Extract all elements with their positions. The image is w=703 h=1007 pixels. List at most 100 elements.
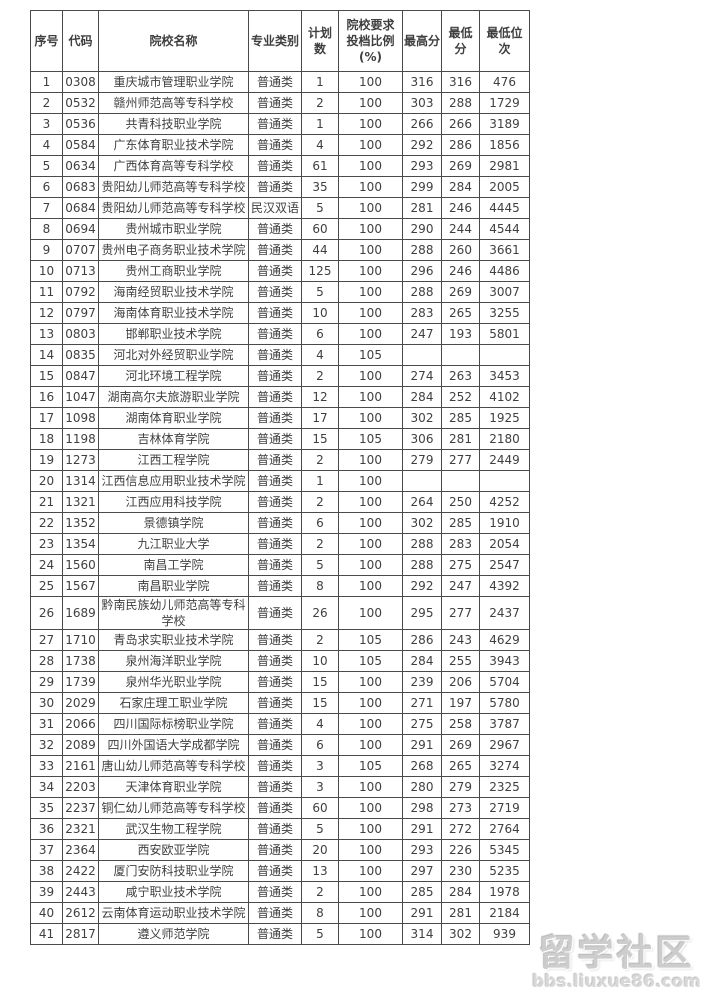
- table-cell: 26: [301, 595, 339, 631]
- table-cell: 1354: [62, 533, 99, 555]
- table-cell: 1910: [479, 512, 530, 534]
- table-cell: 2180: [479, 428, 530, 450]
- table-cell: 0634: [62, 155, 99, 177]
- table-cell: 281: [402, 197, 442, 219]
- table-cell: 2719: [479, 797, 530, 820]
- table-cell: 南昌工学院: [98, 554, 249, 576]
- table-cell: 普通类: [248, 595, 302, 631]
- table-cell: 普通类: [248, 92, 302, 114]
- table-cell: 遵义师范学院: [98, 923, 249, 946]
- table-row: 17 1098 湖南体育职业学院 普通类 17 100 302 285 1925: [30, 407, 530, 429]
- table-cell: 100: [338, 302, 403, 324]
- table-cell: 2764: [479, 818, 530, 841]
- table-cell: 243: [441, 629, 480, 652]
- table-cell: 16: [30, 386, 63, 408]
- table-cell: 24: [30, 554, 63, 576]
- table-row: 37 2364 西安欧亚学院 普通类 20 100 293 226 5345: [30, 839, 530, 862]
- table-cell: 277: [441, 595, 480, 631]
- table-cell: 100: [338, 155, 403, 177]
- table-cell: 1856: [479, 134, 530, 156]
- table-cell: 3: [301, 776, 339, 799]
- table-cell: 293: [402, 155, 442, 177]
- table-cell: 279: [441, 776, 480, 799]
- table-cell: 105: [338, 344, 403, 366]
- table-cell: 5: [301, 923, 339, 946]
- table-cell: 292: [402, 575, 442, 597]
- table-cell: 284: [402, 386, 442, 408]
- table-cell: 4629: [479, 629, 530, 652]
- table-cell: 100: [338, 818, 403, 841]
- table-cell: 武汉生物工程学院: [98, 818, 249, 841]
- table-cell: 291: [402, 902, 442, 925]
- table-cell: 284: [441, 881, 480, 904]
- table-cell: 邯郸职业技术学院: [98, 323, 249, 345]
- table-cell: 314: [402, 923, 442, 946]
- table-cell: 288: [402, 533, 442, 555]
- table-cell: 4392: [479, 575, 530, 597]
- table-cell: 280: [402, 776, 442, 799]
- table-cell: 1567: [62, 575, 99, 597]
- table-cell: 河北对外经贸职业学院: [98, 344, 249, 366]
- table-cell: 4: [301, 134, 339, 156]
- table-row: 38 2422 厦门安防科技职业学院 普通类 13 100 297 230 5235: [30, 860, 530, 883]
- table-cell: 100: [338, 134, 403, 156]
- table-cell: 2237: [62, 797, 99, 820]
- table-cell: 20: [301, 839, 339, 862]
- table-cell: 476: [479, 71, 530, 93]
- table-cell: 100: [338, 449, 403, 471]
- table-cell: 296: [402, 260, 442, 282]
- table-cell: 普通类: [248, 134, 302, 156]
- table-cell: 100: [338, 575, 403, 597]
- table-row: 7 0684 贵阳幼儿师范高等专科学校 民汉双语 5 100 281 246 4445: [30, 197, 530, 219]
- table-cell: 193: [441, 323, 480, 345]
- table-cell: 15: [301, 692, 339, 715]
- table-cell: 1739: [62, 671, 99, 694]
- table-cell: 100: [338, 692, 403, 715]
- table-cell: 江西工程学院: [98, 449, 249, 471]
- table-cell: 普通类: [248, 755, 302, 778]
- table-cell: 0797: [62, 302, 99, 324]
- table-cell: 125: [301, 260, 339, 282]
- table-cell: 3661: [479, 239, 530, 261]
- table-cell: 273: [441, 797, 480, 820]
- table-row: 35 2237 铜仁幼儿师范高等专科学校 普通类 60 100 298 273 2719: [30, 797, 530, 820]
- table-cell: 普通类: [248, 71, 302, 93]
- table-cell: 2449: [479, 449, 530, 471]
- table-cell: 4252: [479, 491, 530, 513]
- table-cell: 285: [402, 881, 442, 904]
- table-row: 31 2066 四川国际标榜职业学院 普通类 4 100 275 258 3787: [30, 713, 530, 736]
- table-cell: 1314: [62, 470, 99, 492]
- table-cell: 2547: [479, 554, 530, 576]
- table-cell: 100: [338, 491, 403, 513]
- header-ratio: 院校要求 投档比例 (%): [338, 10, 403, 72]
- table-cell: 0308: [62, 71, 99, 93]
- table-row: 3 0536 共青科技职业学院 普通类 1 100 266 266 3189: [30, 113, 530, 135]
- table-cell: 17: [301, 407, 339, 429]
- table-cell: 100: [338, 92, 403, 114]
- table-cell: 3007: [479, 281, 530, 303]
- table-cell: 32: [30, 734, 63, 757]
- table-cell: 37: [30, 839, 63, 862]
- table-cell: 297: [402, 860, 442, 883]
- table-cell: 22: [30, 512, 63, 534]
- table-row: 2 0532 赣州师范高等专科学校 普通类 2 100 303 288 1729: [30, 92, 530, 114]
- table-cell: 4: [30, 134, 63, 156]
- table-cell: 2325: [479, 776, 530, 799]
- table-cell: 269: [441, 734, 480, 757]
- table-row: 40 2612 云南体育运动职业技术学院 普通类 8 100 291 281 2184: [30, 902, 530, 925]
- table-cell: 275: [441, 554, 480, 576]
- table-cell: 普通类: [248, 797, 302, 820]
- table-cell: 3274: [479, 755, 530, 778]
- table-cell: 5235: [479, 860, 530, 883]
- table-cell: 26: [30, 595, 63, 631]
- table-cell: 5: [301, 554, 339, 576]
- table-cell: 302: [402, 512, 442, 534]
- table-cell: 2: [301, 92, 339, 114]
- table-cell: 279: [402, 449, 442, 471]
- table-cell: 105: [338, 755, 403, 778]
- table-cell: 284: [441, 176, 480, 198]
- table-cell: 30: [30, 692, 63, 715]
- table-cell: 1: [30, 71, 63, 93]
- header-seq: 序号: [30, 10, 63, 72]
- table-cell: 100: [338, 734, 403, 757]
